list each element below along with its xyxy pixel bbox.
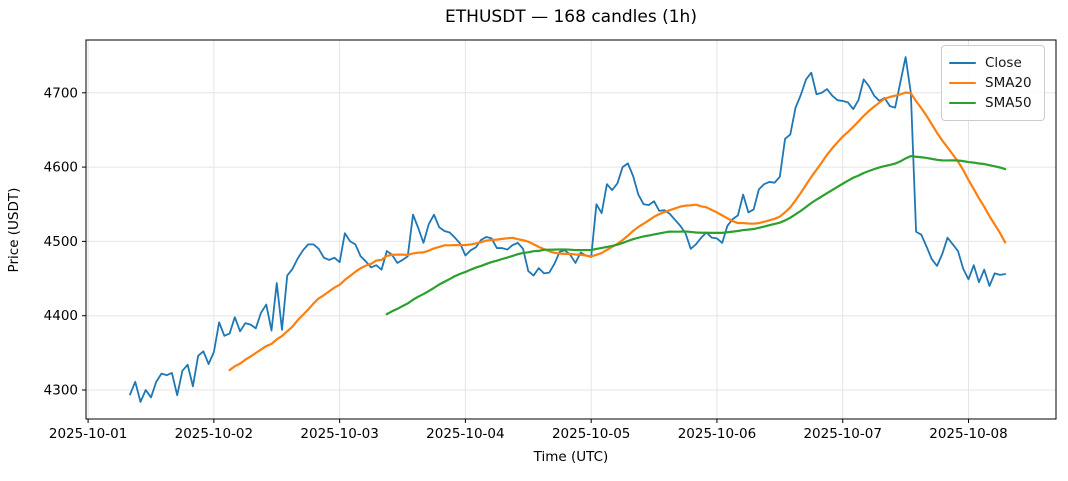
x-tick-label: 2025-10-03: [300, 426, 378, 442]
legend-label-sma50: SMA50: [985, 95, 1032, 111]
legend-item-sma50: SMA50: [949, 93, 1035, 113]
legend-swatch-close: [949, 61, 976, 65]
x-axis-label: Time (UTC): [533, 449, 609, 465]
y-axis-label: Price (USDT): [6, 187, 22, 273]
x-tick-label: 2025-10-02: [175, 426, 253, 442]
legend-swatch-sma20: [949, 81, 976, 85]
legend-item-sma20: SMA20: [949, 73, 1035, 93]
legend-label-close: Close: [985, 55, 1022, 71]
x-tick-label: 2025-10-01: [49, 426, 127, 442]
x-tick-label: 2025-10-07: [803, 426, 881, 442]
legend-swatch-sma50: [949, 101, 976, 105]
sma20-line: [228, 91, 1007, 372]
y-tick-label: 4700: [44, 85, 78, 101]
close-line: [129, 56, 1007, 403]
x-tick-label: 2025-10-08: [929, 426, 1007, 442]
legend-item-close: Close: [949, 53, 1035, 73]
y-tick-label: 4300: [44, 383, 78, 399]
legend-label-sma20: SMA20: [985, 75, 1032, 91]
x-tick-label: 2025-10-06: [678, 426, 756, 442]
legend: Close SMA20 SMA50: [941, 45, 1045, 121]
chart-title: ETHUSDT — 168 candles (1h): [445, 7, 697, 27]
axes-spines: [85, 39, 1057, 420]
x-tick-label: 2025-10-04: [426, 426, 504, 442]
sma50-line: [385, 155, 1007, 316]
y-tick-label: 4500: [44, 234, 78, 250]
x-tick-label: 2025-10-05: [552, 426, 630, 442]
y-tick-label: 4400: [44, 308, 78, 324]
y-tick-label: 4600: [44, 160, 78, 176]
